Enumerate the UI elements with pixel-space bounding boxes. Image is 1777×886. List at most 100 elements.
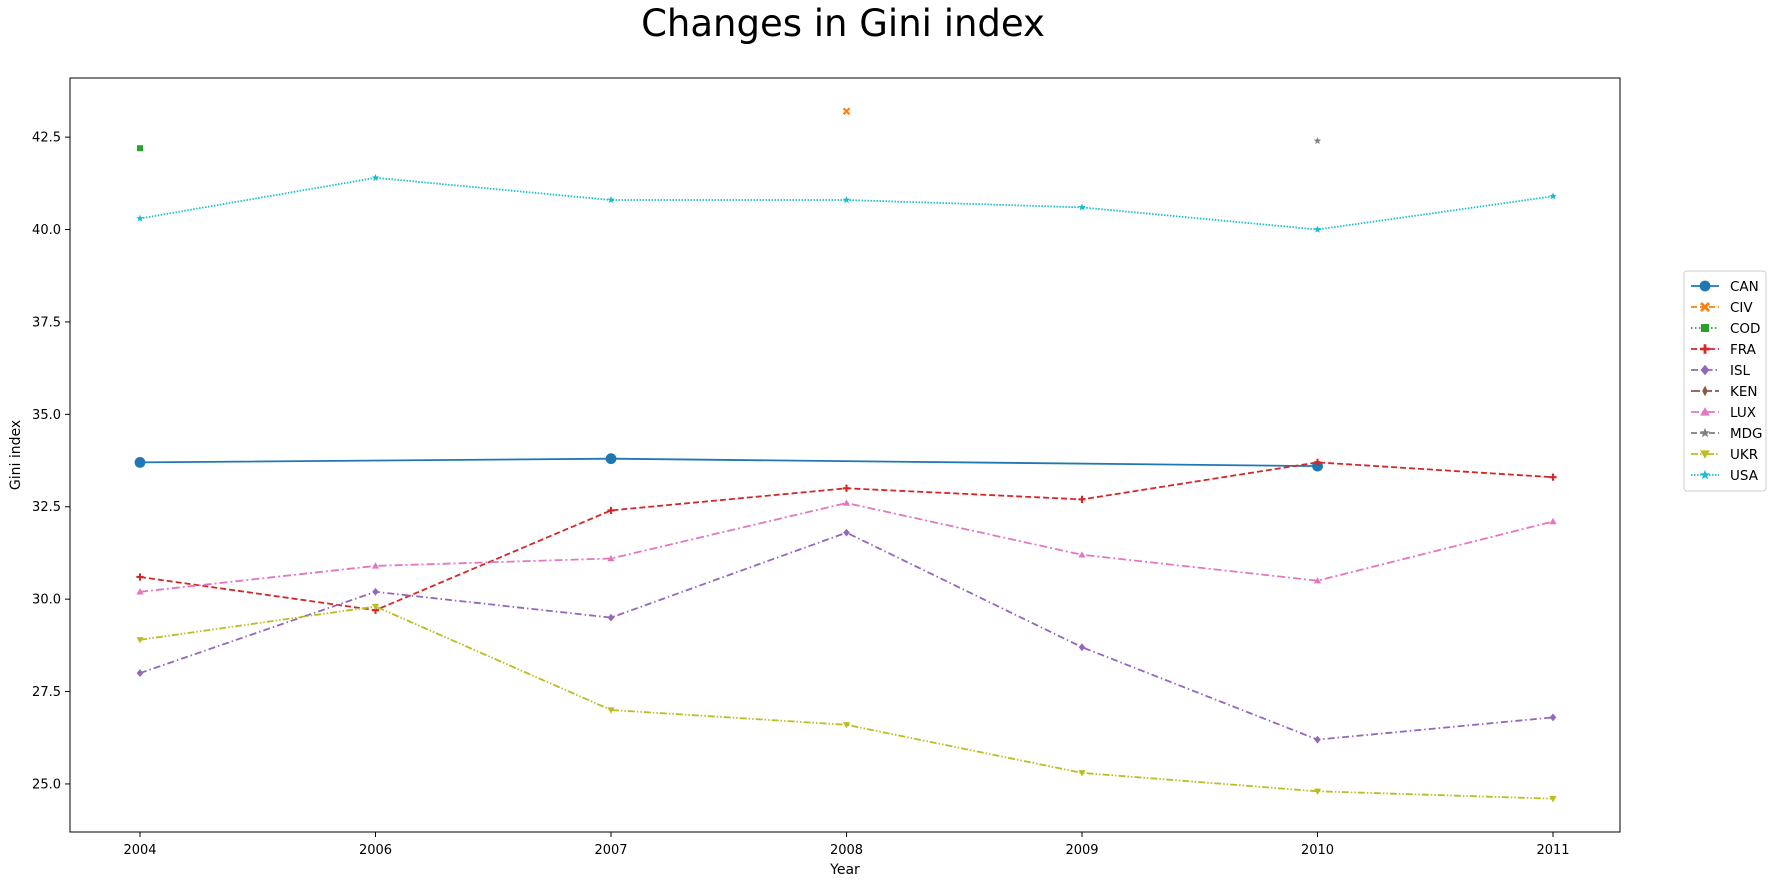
data-point-lux: [1313, 577, 1322, 584]
data-point-lux: [842, 499, 851, 506]
x-tick-label: 2006: [359, 843, 392, 858]
legend-label: CIV: [1730, 300, 1753, 316]
data-point-mdg: [1313, 136, 1322, 144]
legend-item-lux: LUX: [1691, 405, 1756, 421]
legend-marker: [1700, 427, 1710, 438]
legend-marker: [1699, 280, 1711, 292]
data-point-civ: [842, 107, 851, 116]
legend-item-usa: USA: [1691, 468, 1759, 484]
data-point-usa: [371, 173, 380, 181]
data-point-isl: [1549, 713, 1557, 722]
data-point-fra: [1549, 473, 1557, 481]
data-point-can: [134, 456, 146, 468]
data-point-ukr: [1078, 770, 1086, 777]
data-point-lux: [1078, 551, 1086, 558]
legend-item-isl: ISL: [1691, 363, 1751, 379]
series-cod: [137, 145, 143, 152]
y-tick-label: 25.0: [32, 777, 61, 792]
legend-label: FRA: [1730, 342, 1757, 358]
data-point-ukr: [136, 637, 144, 644]
data-point-isl: [843, 528, 850, 537]
data-point-fra: [607, 506, 615, 515]
legend-marker: [1701, 324, 1709, 332]
x-tick-label: 2011: [1536, 843, 1569, 858]
series-isl: [136, 528, 1557, 744]
legend: CAN CIV COD FRA ISL KEN LUX MDG UKR USA: [1683, 270, 1767, 492]
series-civ: [842, 107, 851, 116]
legend-marker: [1702, 385, 1708, 397]
series-usa: [136, 173, 1557, 233]
legend-label: MDG: [1730, 426, 1763, 442]
series-mdg: [1313, 136, 1322, 144]
series-fra: [136, 458, 1557, 614]
data-point-usa: [136, 214, 144, 222]
y-axis: 25.0 27.5 30.0 32.5 35.0 37.5 40.0 42.5: [32, 131, 70, 792]
chart-title: Changes in Gini index: [641, 2, 1045, 45]
legend-item-fra: FRA: [1691, 342, 1757, 358]
data-point-fra: [136, 573, 144, 581]
data-point-usa: [1313, 225, 1322, 233]
legend-marker: [1700, 364, 1710, 376]
data-point-isl: [607, 613, 615, 622]
legend-item-civ: CIV: [1691, 300, 1753, 316]
data-point-lux: [136, 588, 144, 595]
legend-marker: [1700, 302, 1710, 312]
series-ukr: [136, 603, 1557, 803]
data-point-ukr: [842, 722, 851, 729]
data-point-ukr: [1313, 788, 1322, 795]
y-tick-label: 27.5: [32, 685, 61, 700]
legend-label: UKR: [1730, 447, 1758, 463]
x-axis-label: Year: [829, 862, 860, 878]
data-point-fra: [1078, 495, 1086, 503]
y-tick-label: 30.0: [32, 593, 61, 608]
legend-marker: [1700, 450, 1710, 459]
x-tick-label: 2008: [830, 843, 863, 858]
y-tick-label: 32.5: [32, 500, 61, 515]
x-tick-label: 2009: [1065, 843, 1098, 858]
series-lux: [136, 499, 1557, 595]
x-axis: 2004 2006 2007 2008 2009 2010 2011: [123, 832, 1570, 858]
data-point-usa: [842, 196, 851, 204]
legend-item-mdg: MDG: [1691, 426, 1763, 442]
data-point-cod: [137, 145, 143, 152]
plot-area: [69, 77, 1621, 833]
data-point-ukr: [371, 603, 380, 611]
legend-item-ken: KEN: [1691, 384, 1757, 400]
legend-label: ISL: [1730, 363, 1751, 379]
data-point-lux: [1549, 517, 1557, 525]
x-tick-label: 2004: [123, 843, 156, 858]
data-point-fra: [1313, 458, 1322, 466]
data-point-ukr: [1549, 796, 1557, 803]
legend-item-can: CAN: [1691, 279, 1759, 295]
legend-marker: [1700, 344, 1710, 354]
legend-label: USA: [1730, 468, 1759, 484]
data-point-usa: [1549, 192, 1557, 200]
legend-label: KEN: [1730, 384, 1757, 400]
y-tick-label: 37.5: [32, 315, 61, 330]
legend-label: CAN: [1730, 279, 1759, 295]
data-point-isl: [372, 587, 379, 596]
data-point-usa: [1078, 203, 1086, 211]
data-point-isl: [136, 669, 144, 677]
series-layer: [134, 107, 1557, 803]
x-tick-label: 2010: [1301, 843, 1334, 858]
legend-marker: [1700, 469, 1710, 480]
data-point-isl: [1078, 643, 1086, 652]
legend-item-ukr: UKR: [1691, 447, 1758, 463]
data-point-lux: [607, 554, 615, 562]
data-point-isl: [1314, 735, 1321, 744]
x-tick-label: 2007: [594, 843, 627, 858]
y-tick-label: 42.5: [32, 131, 61, 146]
data-point-fra: [842, 484, 851, 492]
data-point-usa: [607, 196, 615, 204]
legend-label: LUX: [1730, 405, 1756, 421]
y-tick-label: 35.0: [32, 408, 61, 423]
y-axis-label: Gini index: [8, 420, 24, 490]
data-point-ukr: [607, 707, 615, 714]
legend-marker: [1700, 407, 1710, 416]
y-tick-label: 40.0: [32, 223, 61, 238]
data-point-lux: [371, 562, 380, 569]
legend-item-cod: COD: [1691, 321, 1760, 337]
legend-label: COD: [1730, 321, 1760, 337]
